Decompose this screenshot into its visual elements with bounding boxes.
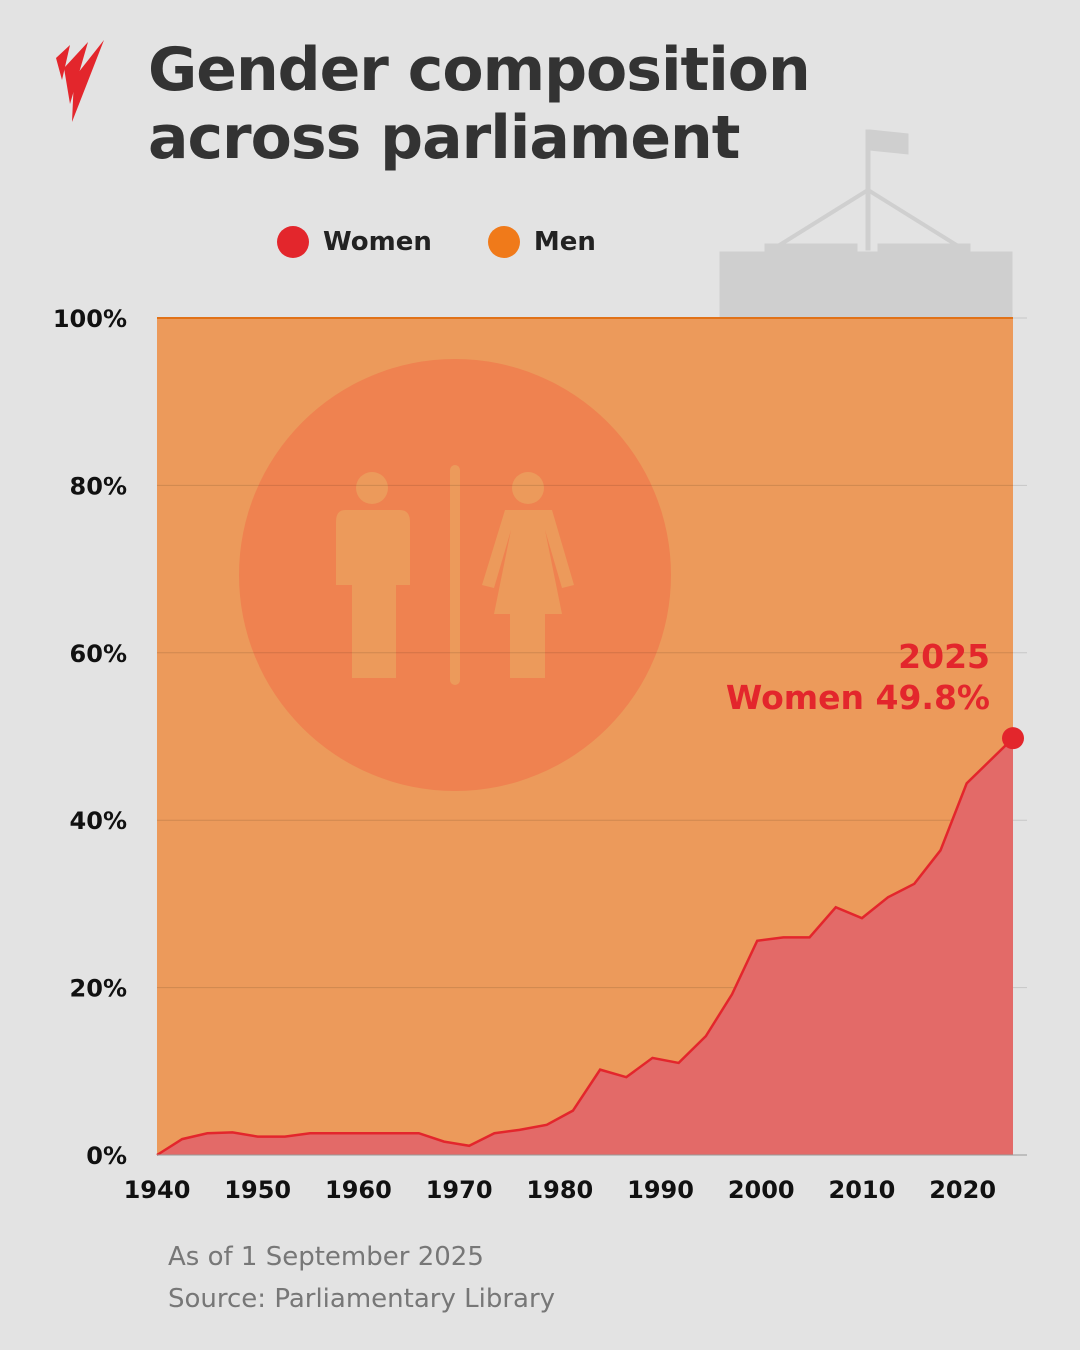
parliament-house-icon — [719, 129, 1013, 319]
divider-icon — [450, 465, 460, 685]
man-icon-head — [356, 472, 388, 504]
women-area — [157, 738, 1013, 1155]
x-tick-label: 1970 — [426, 1176, 493, 1204]
page-title: Gender composition across parliament — [148, 35, 811, 173]
x-tick-label: 1960 — [325, 1176, 392, 1204]
man-icon — [336, 510, 410, 678]
sbs-logo — [56, 40, 104, 122]
x-tick-label: 2020 — [929, 1176, 996, 1204]
x-tick-label: 1950 — [224, 1176, 291, 1204]
footer-source: Source: Parliamentary Library — [168, 1284, 556, 1314]
title-line-1: Gender composition — [148, 35, 811, 105]
women-line — [156, 737, 1014, 1157]
annotation-value: Women 49.8% — [726, 678, 990, 717]
y-tick-label: 100% — [53, 305, 127, 333]
footer: As of 1 September 2025 Source: Parliamen… — [168, 1236, 555, 1320]
woman-icon — [482, 510, 574, 678]
x-tick-label: 1980 — [526, 1176, 593, 1204]
y-tick-label: 80% — [70, 472, 127, 500]
y-tick-label: 20% — [70, 975, 127, 1003]
footer-date: As of 1 September 2025 — [168, 1242, 484, 1272]
legend-label-men: Men — [533, 227, 596, 257]
y-tick-label: 40% — [70, 807, 127, 835]
annotation-year: 2025 — [898, 637, 990, 676]
legend-label-women: Women — [323, 227, 432, 257]
x-tick-label: 2000 — [728, 1176, 795, 1204]
x-tick-label: 1940 — [124, 1176, 191, 1204]
y-tick-label: 0% — [86, 1142, 127, 1170]
legend-item-women: Women — [277, 226, 432, 258]
title-line-2: across parliament — [148, 103, 740, 173]
x-tick-label: 2010 — [829, 1176, 896, 1204]
x-tick-label: 1990 — [627, 1176, 694, 1204]
legend: Women Men — [277, 226, 596, 258]
woman-icon-head — [512, 472, 544, 504]
legend-swatch-men — [487, 226, 520, 258]
y-tick-label: 60% — [70, 640, 127, 668]
legend-swatch-women — [277, 226, 309, 258]
legend-item-men: Men — [487, 226, 596, 258]
endpoint-marker — [1002, 727, 1024, 750]
